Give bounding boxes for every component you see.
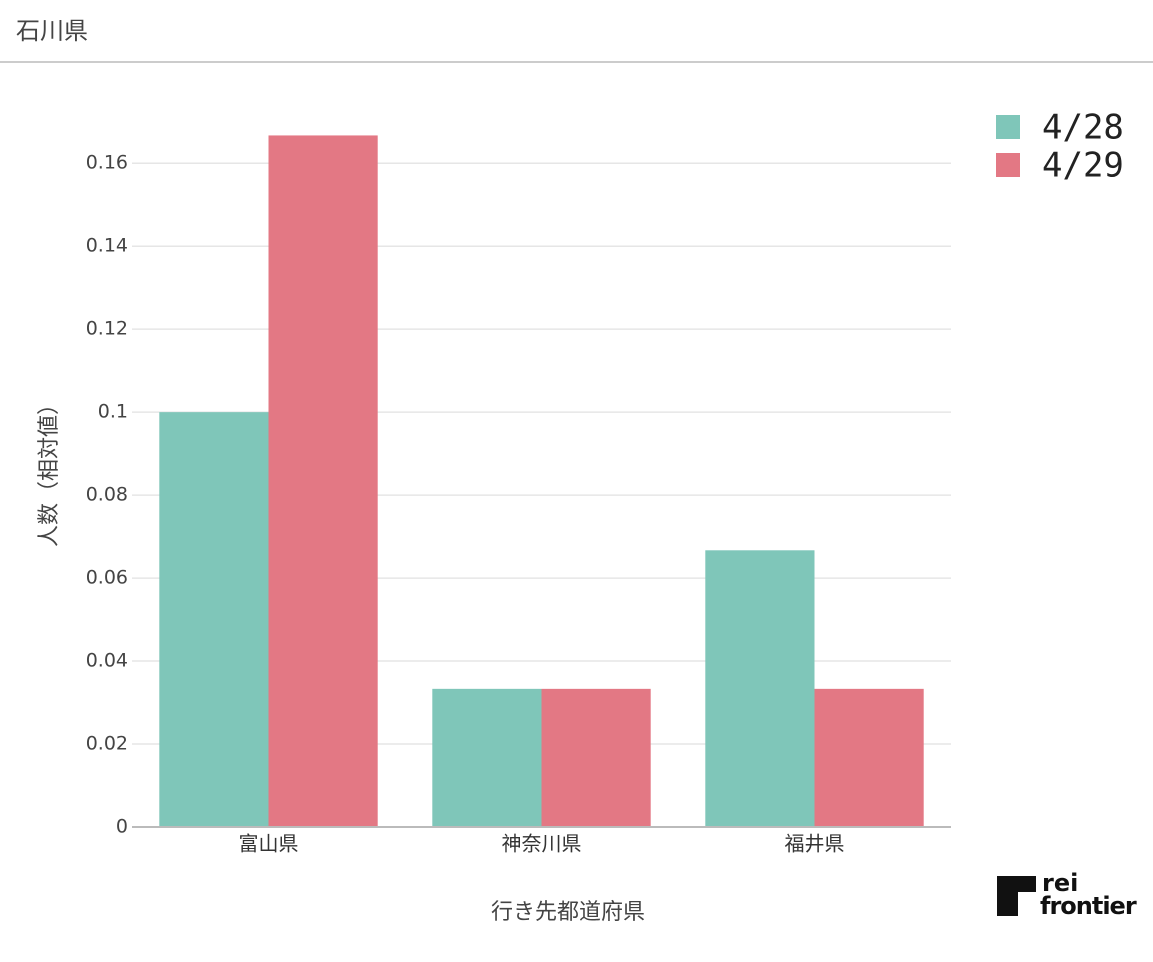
bar [705, 550, 815, 827]
y-tick-label: 0.14 [86, 235, 128, 257]
x-tick-label: 富山県 [239, 832, 299, 856]
y-tick-label: 0.02 [86, 733, 128, 755]
y-tick-label: 0 [116, 816, 128, 838]
legend-label: 4/28 [1042, 108, 1124, 148]
bar [814, 688, 924, 827]
legend-swatch [996, 153, 1020, 177]
bar [268, 135, 378, 828]
y-tick-label: 0.06 [86, 567, 128, 589]
x-tick-label: 福井県 [785, 832, 845, 856]
y-tick-label: 0.16 [86, 152, 128, 174]
y-tick-label: 0.1 [98, 401, 128, 423]
bar [159, 412, 269, 827]
logo: rei frontier [997, 869, 1138, 920]
y-axis-title: 人数（相対値） [37, 393, 62, 547]
page-title: 石川県 [16, 17, 88, 45]
bar [432, 688, 542, 827]
x-axis-title: 行き先都道府県 [491, 900, 645, 925]
bar [541, 688, 651, 827]
y-tick-label: 0.08 [86, 484, 128, 506]
y-tick-label: 0.12 [86, 318, 128, 340]
legend-swatch [996, 115, 1020, 139]
logo-mark [997, 876, 1036, 916]
legend-label: 4/29 [1042, 146, 1124, 186]
y-tick-label: 0.04 [86, 650, 128, 672]
x-tick-label: 神奈川県 [502, 832, 582, 856]
logo-text: rei [1042, 869, 1078, 897]
logo-text: frontier [1040, 892, 1137, 920]
